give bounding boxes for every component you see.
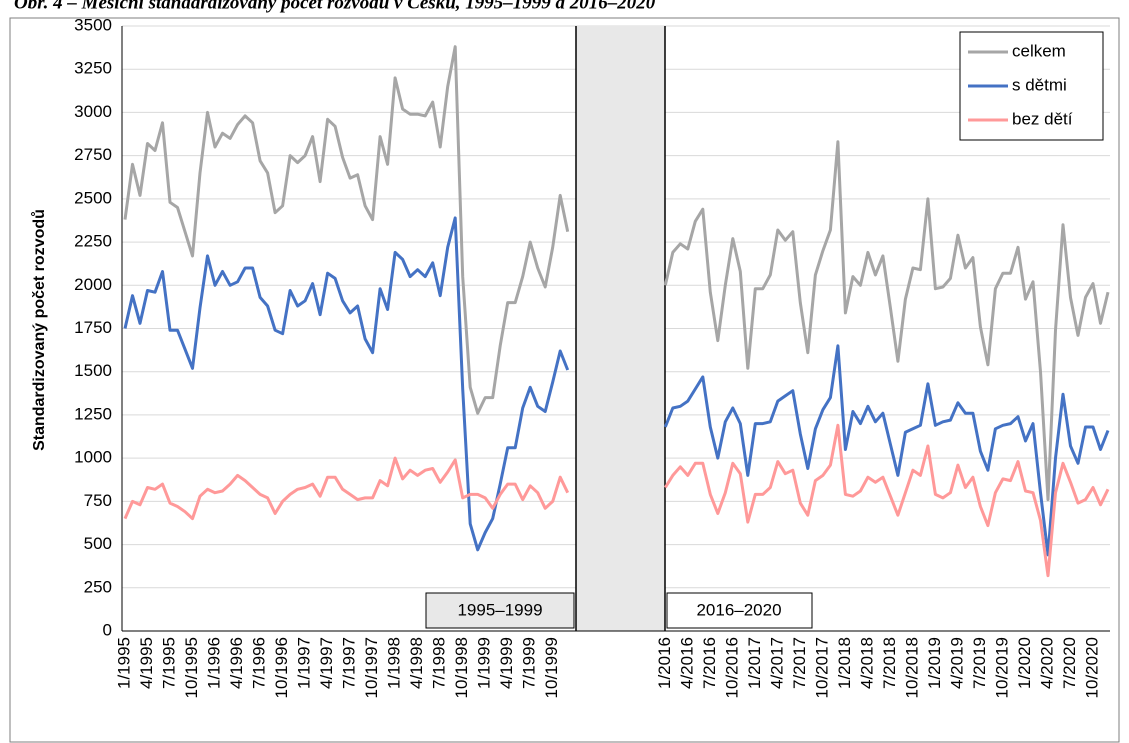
legend-label: s dětmi: [1012, 75, 1067, 94]
y-tick-label: 2000: [74, 275, 112, 294]
x-tick-label: 7/1998: [430, 637, 449, 689]
y-tick-label: 2750: [74, 145, 112, 164]
x-tick-label: 1/1997: [295, 637, 314, 689]
x-tick-label: 10/2020: [1082, 637, 1101, 698]
x-tick-label: 4/2019: [947, 637, 966, 689]
x-tick-label: 1/1996: [205, 637, 224, 689]
x-tick-label: 1/2018: [835, 637, 854, 689]
x-tick-label: 10/1997: [362, 637, 381, 698]
x-tick-label: 7/2019: [970, 637, 989, 689]
legend-box: [959, 31, 1104, 141]
y-tick-label: 500: [84, 534, 112, 553]
x-tick-label: 7/1995: [160, 637, 179, 689]
period-box: [666, 592, 813, 629]
x-tick-label: 1/1998: [385, 637, 404, 689]
x-tick-label: 7/2020: [1060, 637, 1079, 689]
x-tick-label: 7/1999: [520, 637, 539, 689]
x-tick-label: 4/2017: [767, 637, 786, 689]
x-tick-label: 7/1997: [340, 637, 359, 689]
x-tick-label: 1/2016: [655, 637, 674, 689]
x-tick-label: 10/2016: [722, 637, 741, 698]
series-line: [123, 216, 570, 552]
y-tick-label: 3500: [74, 15, 112, 34]
x-tick-label: 4/1995: [137, 637, 156, 689]
y-tick-label: 2250: [74, 232, 112, 251]
x-tick-label: 7/2017: [790, 637, 809, 689]
period-label: 1995–1999: [457, 600, 542, 619]
y-axis-label: Standardizovaný počet rozvodů: [31, 209, 48, 451]
y-tick-label: 750: [84, 491, 112, 510]
chart-frame: [9, 17, 1120, 743]
x-tick-label: 4/1996: [227, 637, 246, 689]
x-tick-label: 7/1996: [250, 637, 269, 689]
x-tick-label: 1/2020: [1015, 637, 1034, 689]
period-label: 2016–2020: [696, 600, 781, 619]
x-tick-label: 10/1995: [182, 637, 201, 698]
y-tick-label: 1000: [74, 448, 112, 467]
x-tick-label: 1/1999: [475, 637, 494, 689]
x-tick-label: 4/2020: [1037, 637, 1056, 689]
y-tick-label: 1500: [74, 361, 112, 380]
x-tick-label: 1/2019: [925, 637, 944, 689]
x-tick-label: 4/1999: [497, 637, 516, 689]
gap-band: [576, 26, 665, 631]
y-tick-label: 250: [84, 577, 112, 596]
series-line: [123, 456, 570, 521]
y-tick-label: 3250: [74, 59, 112, 78]
series-line: [123, 45, 570, 415]
legend-label: celkem: [1012, 41, 1066, 60]
x-tick-label: 10/1999: [542, 637, 561, 698]
x-tick-label: 1/1995: [114, 637, 133, 689]
legend-label: bez dětí: [1012, 109, 1073, 128]
x-tick-label: 4/2016: [677, 637, 696, 689]
x-tick-label: 7/2018: [880, 637, 899, 689]
x-tick-label: 4/2018: [857, 637, 876, 689]
series-line: [663, 344, 1110, 557]
y-tick-label: 2500: [74, 188, 112, 207]
x-tick-label: 1/2017: [745, 637, 764, 689]
x-tick-label: 10/2019: [992, 637, 1011, 698]
series-line: [663, 140, 1110, 502]
period-box: [425, 592, 575, 629]
x-tick-label: 4/1997: [317, 637, 336, 689]
y-tick-label: 0: [103, 620, 112, 639]
x-tick-label: 10/1998: [452, 637, 471, 698]
series-line: [664, 423, 1110, 578]
x-tick-label: 10/1996: [272, 637, 291, 698]
x-tick-label: 4/1998: [407, 637, 426, 689]
x-tick-label: 10/2018: [902, 637, 921, 698]
y-tick-label: 3000: [74, 102, 112, 121]
y-tick-label: 1250: [74, 404, 112, 423]
x-tick-label: 7/2016: [700, 637, 719, 689]
chart-title: Obr. 4 – Měsíční standardizovaný počet r…: [14, 0, 656, 13]
y-tick-label: 1750: [74, 318, 112, 337]
x-tick-label: 10/2017: [812, 637, 831, 698]
